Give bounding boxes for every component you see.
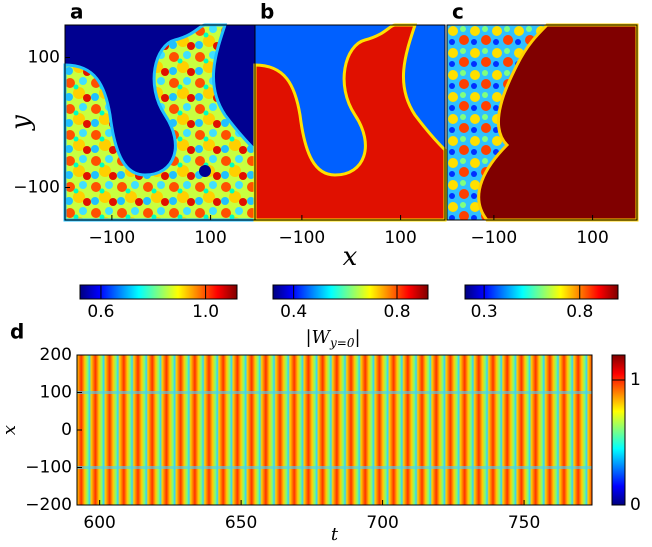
colorbar (611, 354, 626, 506)
y-tick-label: −200 (25, 495, 72, 515)
y-tick-label: 200 (40, 345, 72, 365)
colorbar-tick-label: 0.6 (87, 302, 114, 322)
heatmap-a (63, 23, 257, 222)
y-axis-label: x (0, 425, 20, 435)
x-tick-label: 100 (194, 228, 226, 248)
y-tick-label: 100 (28, 48, 60, 68)
title-sub: y=0 (329, 336, 355, 350)
panel-label: d (10, 320, 24, 344)
colorbar-tick-label: 0.3 (471, 302, 498, 322)
colorbar-tick-label: 0.8 (383, 302, 410, 322)
y-tick-label: −100 (13, 178, 60, 198)
x-tick-label: 700 (366, 513, 398, 533)
axes-frame (446, 24, 638, 221)
colorbar-tick-label: 0.8 (566, 302, 593, 322)
x-tick-label: 100 (576, 228, 608, 248)
colorbar-tick-label: 1 (630, 370, 641, 390)
x-tick-label: −100 (471, 228, 518, 248)
colorbar (79, 284, 238, 300)
panel-label: c (452, 0, 464, 24)
x-tick-label: 750 (508, 513, 540, 533)
x-tick-label: −100 (279, 228, 326, 248)
colorbar-tick-label: 0.4 (280, 302, 307, 322)
x-tick-label: −100 (89, 228, 136, 248)
x-tick-label: 650 (225, 513, 257, 533)
colorbar-tick-label: 0 (630, 495, 641, 515)
y-tick-label: 0 (61, 420, 72, 440)
panel-title: |Wy=0| (305, 327, 360, 350)
panel-label: b (260, 0, 274, 24)
heatmap-b (253, 23, 447, 222)
colorbar (464, 284, 619, 300)
panel-label: a (70, 0, 84, 24)
x-tick-label: 600 (83, 513, 115, 533)
x-axis-label: t (331, 524, 339, 545)
colorbar-tick-label: 1.0 (192, 302, 219, 322)
heatmap-c (447, 23, 639, 222)
y-tick-label: 100 (40, 383, 72, 403)
axes-frame (254, 24, 446, 221)
y-tick-label: −100 (25, 458, 72, 478)
title-base: |W (305, 327, 331, 348)
y-axis-label: y (6, 115, 36, 131)
heatmap-d (77, 355, 592, 505)
title-end: | (354, 327, 360, 348)
x-axis-label: x (343, 242, 358, 272)
colorbar (272, 284, 429, 300)
x-tick-label: 100 (384, 228, 416, 248)
